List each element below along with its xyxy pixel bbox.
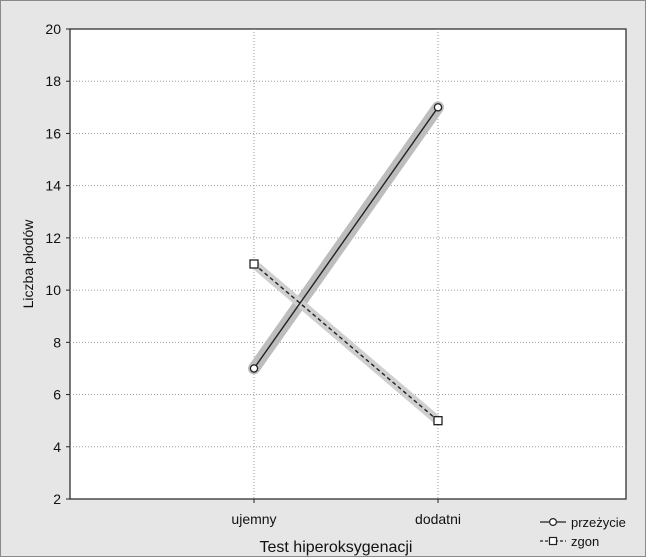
y-tick-label-2: 6 <box>53 387 61 403</box>
y-tick-label-9: 20 <box>45 21 61 37</box>
point-przeżycie-ujemny <box>249 364 259 373</box>
y-tick-label-4: 10 <box>45 282 61 298</box>
x-tick-label-0: ujemny <box>231 511 276 527</box>
point-zgon-dodatni <box>433 416 443 426</box>
plot-area <box>69 28 627 500</box>
y-tick-label-7: 16 <box>45 125 61 141</box>
y-tick-label-3: 8 <box>53 334 61 350</box>
y-tick-label-1: 4 <box>53 439 61 455</box>
x-axis-title: Test hiperoksygenacji <box>260 539 413 556</box>
legend-label-zgon: zgon <box>571 534 599 549</box>
series-line-przeżycie <box>253 106 439 369</box>
series-line-zgon <box>253 263 439 422</box>
y-axis-ticks: 2 4 6 8 10 12 14 16 18 20 <box>45 21 70 507</box>
legend-marker-przeżycie <box>548 517 557 526</box>
point-przeżycie-dodatni <box>433 103 443 112</box>
y-tick-label-8: 18 <box>45 73 61 89</box>
legend-marker-zgon <box>548 536 558 546</box>
y-axis-title: Liczba płodów <box>20 219 36 309</box>
y-tick-label-6: 14 <box>45 178 61 194</box>
legend: przeżycie zgon <box>540 515 626 549</box>
series-group <box>248 101 444 426</box>
x-tick-label-1: dodatni <box>415 511 461 527</box>
x-axis-ticks: ujemny dodatni <box>231 499 461 527</box>
y-tick-label-0: 2 <box>53 491 61 507</box>
legend-label-przeżycie: przeżycie <box>571 515 626 530</box>
y-tick-label-5: 12 <box>45 230 61 246</box>
point-zgon-ujemny <box>249 259 259 269</box>
